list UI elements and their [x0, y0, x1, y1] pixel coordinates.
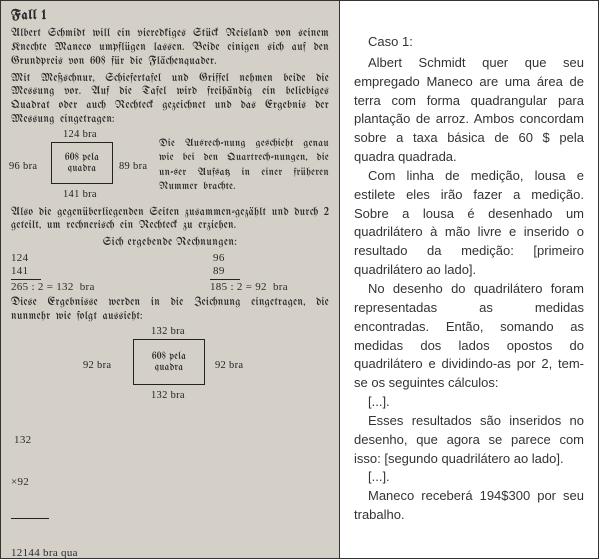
calc-heading: Sich ergebende Rechnungen:	[11, 236, 329, 250]
diagram2-wrap: 132 bra 92 bra 92 bra 132 bra 60$ pela q…	[11, 327, 329, 403]
german-p2: Mit Meßschnur, Schiefertafel und Griffel…	[11, 72, 329, 127]
d2-top: 132 bra	[151, 325, 185, 338]
pt-p4: [...].	[354, 393, 584, 412]
d2-center1: 60$ pela	[152, 351, 186, 362]
bottom-calc: 132 ×92 12144 bra qua 60000 : 3600 = 16 …	[11, 407, 329, 559]
side-text: Die Ausrech-nung geschieht genau wie bei…	[156, 137, 329, 194]
diagram1: 124 bra 96 bra 89 bra 141 bra 60$ pela q…	[11, 130, 156, 202]
c2-rule1	[11, 518, 49, 519]
c2-l2: ×92	[11, 476, 329, 490]
cl-b: 141	[11, 265, 170, 278]
cl-a: 124	[11, 252, 170, 265]
cr-b: 89	[210, 265, 329, 278]
d2-box: 60$ pela quadra	[133, 339, 205, 385]
calc-left: 124 141 265 : 2 = 132 bra	[11, 252, 170, 295]
d1-top: 124 bra	[63, 128, 97, 141]
german-p3: Also die gegenüberliegenden Seiten zusam…	[11, 206, 329, 234]
calc-right: 96 89 185 : 2 = 92 bra	[170, 252, 329, 295]
d1-left: 96 bra	[9, 160, 37, 173]
fall-title: Fall 1	[11, 9, 329, 25]
cr-rule	[210, 279, 240, 280]
caso-title: Caso 1:	[354, 33, 584, 52]
german-p1: Albert Schmidt will ein vieredkiges Stüc…	[11, 27, 329, 68]
d2-center2: quadra	[155, 362, 184, 373]
d1-box: 60$ pela quadra	[51, 142, 113, 184]
right-translation-panel: Caso 1: Albert Schmidt quer que seu empr…	[340, 0, 599, 559]
pt-p3: No desenho do quadrilátero foram represe…	[354, 280, 584, 393]
cr-res: 185 : 2 = 92 bra	[210, 281, 329, 294]
d2-right: 92 bra	[215, 359, 243, 372]
d2-bottom: 132 bra	[151, 389, 185, 402]
german-p4: Diese Ergebnisse werden in die Zeichnung…	[11, 296, 329, 324]
diagram1-row: 124 bra 96 bra 89 bra 141 bra 60$ pela q…	[11, 130, 329, 202]
pt-p6: [...].	[354, 468, 584, 487]
pt-p7: Maneco receberá 194$300 por seu trabalho…	[354, 487, 584, 525]
cl-rule	[11, 279, 41, 280]
pt-p5: Esses resultados são inseridos no desenh…	[354, 412, 584, 469]
d1-center2: quadra	[68, 163, 97, 174]
d1-right: 89 bra	[119, 160, 147, 173]
diagram2: 132 bra 92 bra 92 bra 132 bra 60$ pela q…	[75, 327, 265, 403]
c2-l1: 132	[11, 434, 329, 448]
d1-center1: 60$ pela	[65, 152, 99, 163]
cr-a: 96	[210, 252, 329, 265]
d2-left: 92 bra	[83, 359, 111, 372]
cl-res: 265 : 2 = 132 bra	[11, 281, 170, 294]
calc-block: 124 141 265 : 2 = 132 bra 96 89 185 : 2 …	[11, 252, 329, 295]
d1-bottom: 141 bra	[63, 188, 97, 201]
pt-p2: Com linha de medição, lousa e estilete e…	[354, 167, 584, 280]
c2-l3: 12144 bra qua	[11, 547, 329, 559]
left-scan-panel: Fall 1 Albert Schmidt will ein vieredkig…	[0, 0, 340, 559]
right-text-block: Caso 1: Albert Schmidt quer que seu empr…	[354, 33, 584, 525]
pt-p1: Albert Schmidt quer que seu empregado Ma…	[354, 54, 584, 167]
